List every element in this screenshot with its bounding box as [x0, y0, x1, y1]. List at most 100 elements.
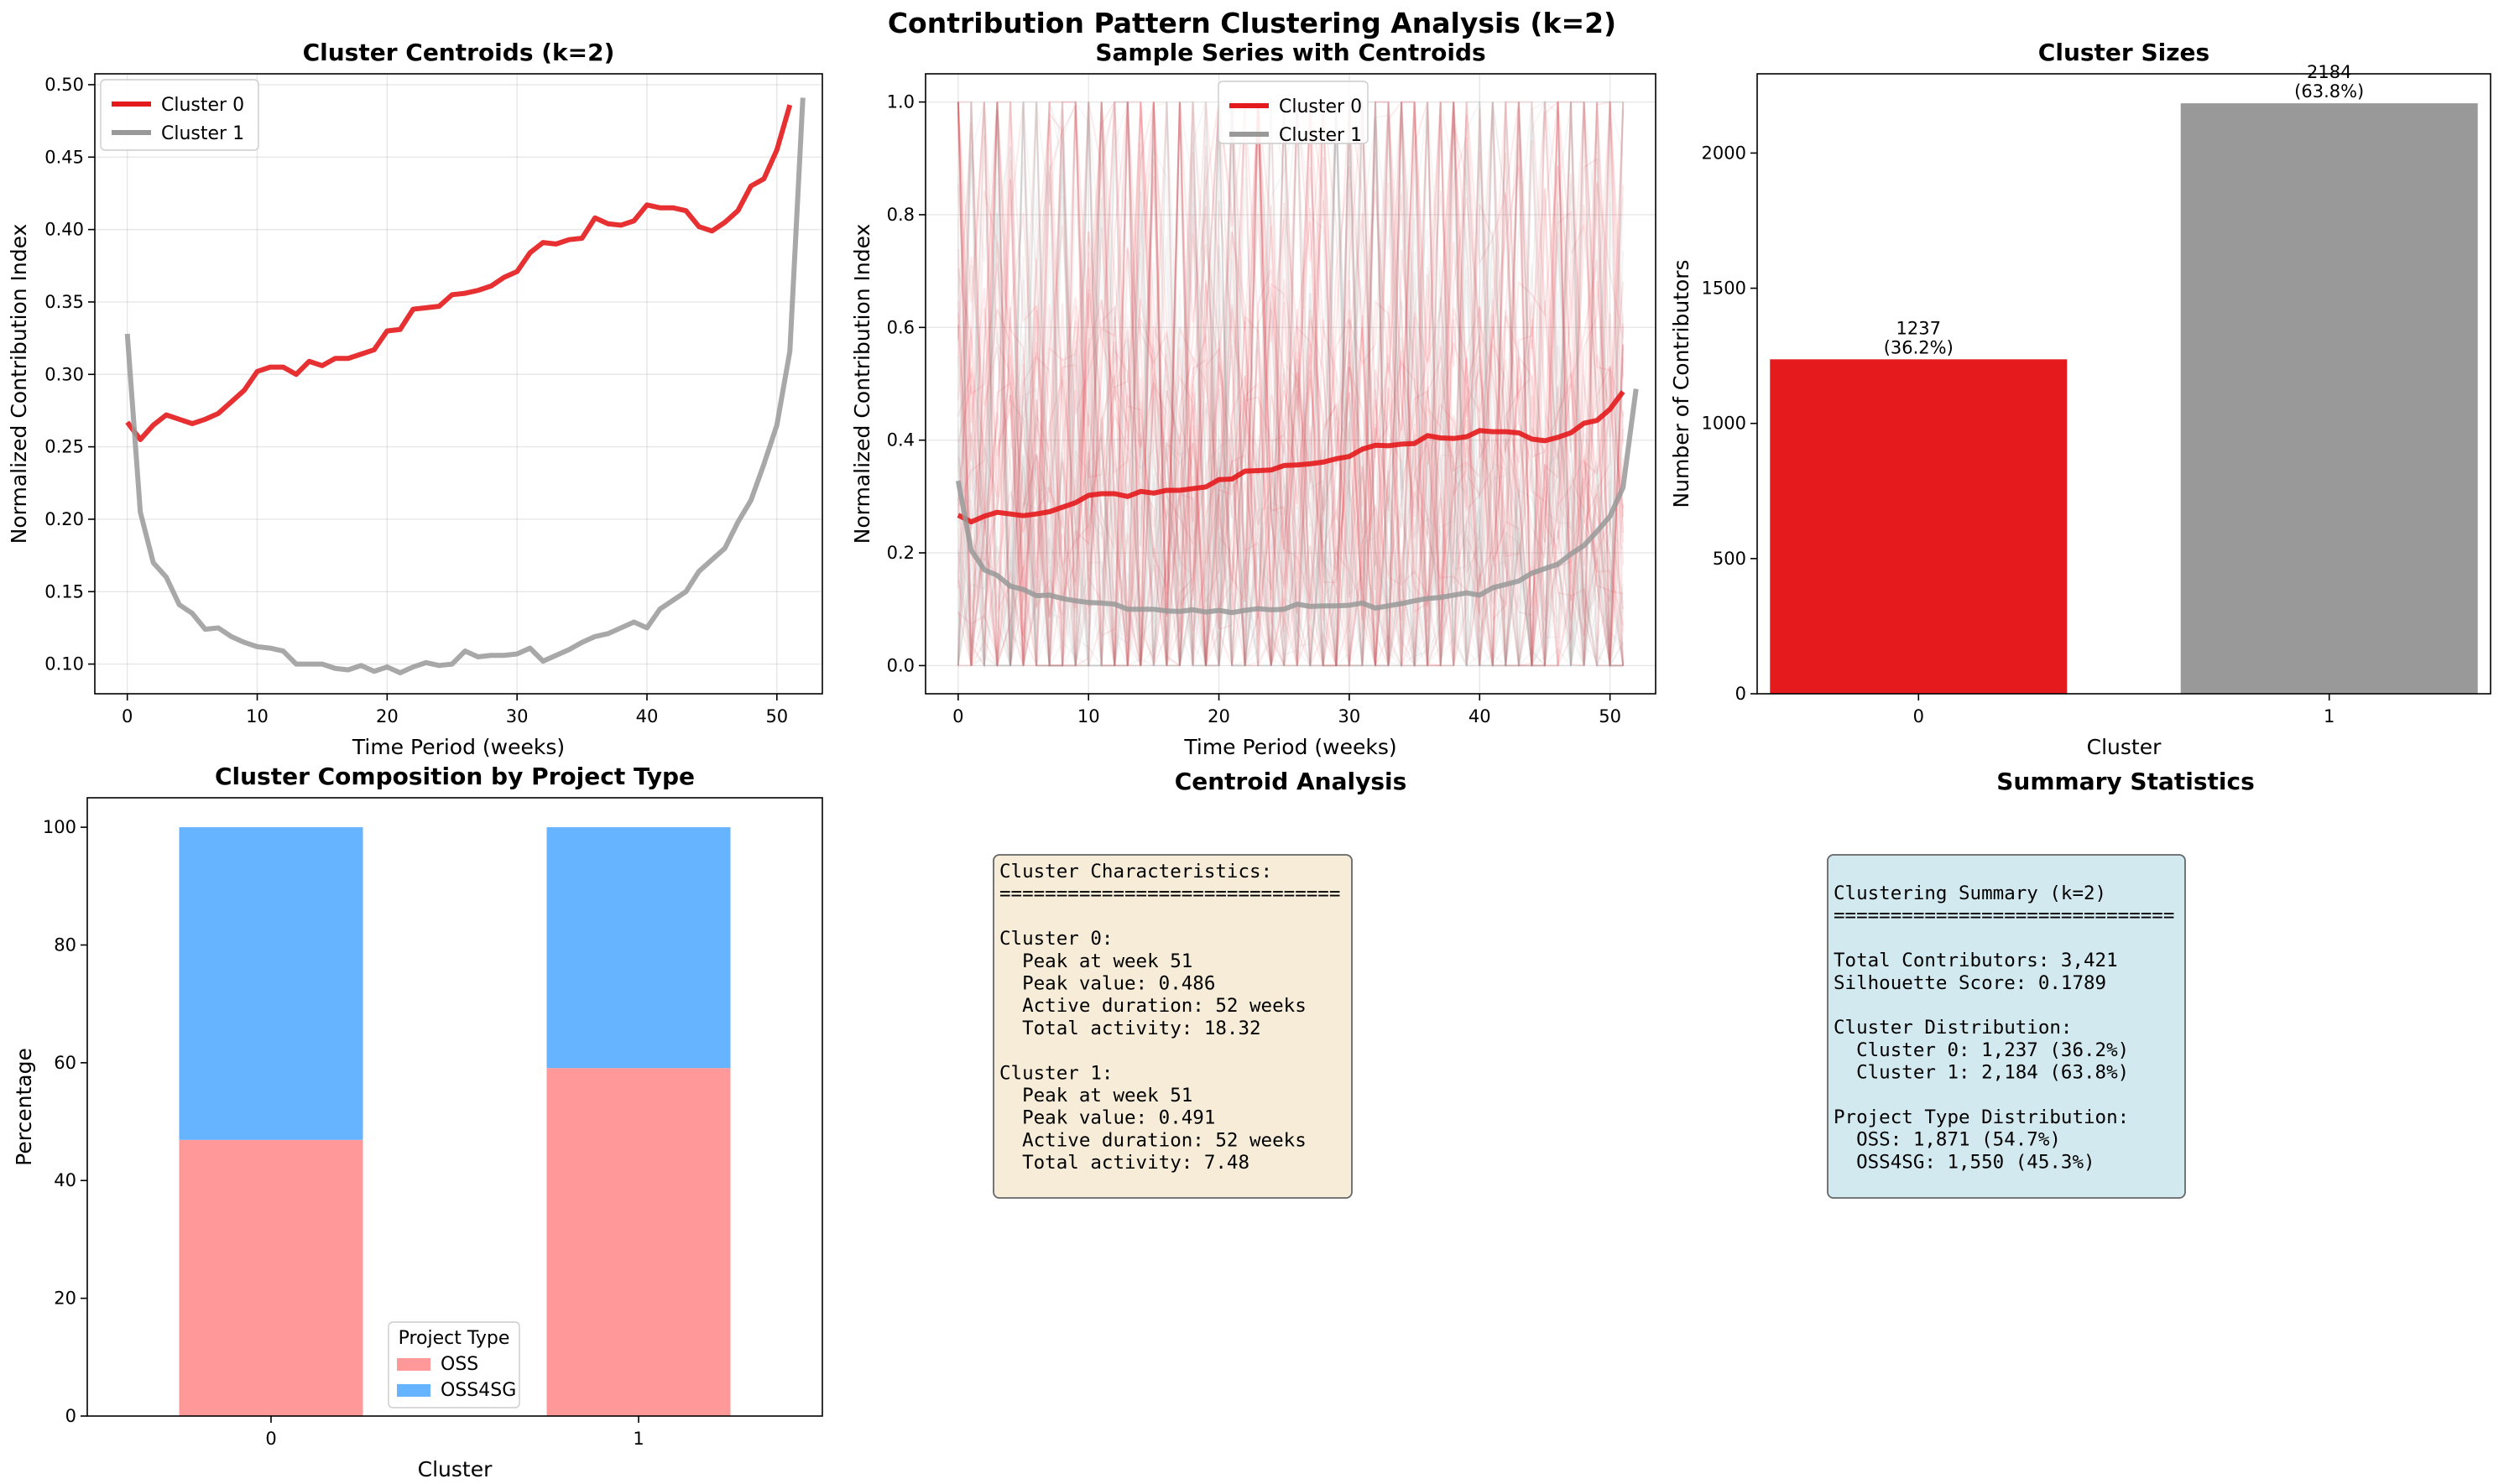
legend-title: Project Type — [399, 1328, 510, 1349]
sample-series-line — [957, 101, 1624, 667]
legend-swatch-oss4sg — [397, 1384, 430, 1397]
legend-box — [1218, 81, 1369, 144]
text-line: Cluster 1: 2,184 (63.8%) — [1834, 1062, 2129, 1084]
text-line: OSS4SG: 1,550 (45.3%) — [1834, 1151, 2095, 1173]
sample-series-line — [957, 101, 1625, 667]
panel-title: Summary Statistics — [1996, 768, 2255, 795]
plot-frame — [1756, 73, 2491, 695]
text-line: Active duration: 52 weeks — [999, 995, 1307, 1017]
y-tick-label: 0 — [1735, 684, 1746, 704]
sample-series-line — [957, 101, 1625, 667]
x-axis-label: Time Period (weeks) — [352, 735, 565, 759]
sample-series-line — [957, 102, 1625, 669]
x-tick-label: 0 — [952, 706, 963, 726]
sample-series-line — [957, 99, 1624, 669]
sample-series-line — [957, 102, 1624, 669]
y-tick-label: 500 — [1713, 549, 1746, 569]
series-line-cluster-0 — [125, 104, 793, 442]
panel-title: Cluster Composition by Project Type — [215, 763, 695, 790]
y-tick-label: 0.0 — [887, 655, 915, 675]
text-line: Cluster 1: — [999, 1062, 1113, 1084]
y-tick-label: 0.20 — [44, 509, 84, 529]
text-line: Total activity: 18.32 — [999, 1018, 1261, 1039]
legend-swatch-oss — [397, 1358, 430, 1371]
text-line: Silhouette Score: 0.1789 — [1834, 972, 2106, 994]
sample-series-line — [957, 102, 1625, 668]
sample-series-line — [957, 101, 1625, 667]
sample-series-line — [957, 102, 1625, 669]
sample-series-line — [957, 102, 1625, 667]
sample-series-line — [957, 101, 1624, 669]
y-tick-label: 0.40 — [44, 220, 84, 240]
sample-series-line — [957, 102, 1625, 667]
sample-series-line — [957, 99, 1625, 669]
x-tick-label: 0 — [1913, 706, 1924, 726]
x-tick-label: 0 — [122, 706, 133, 726]
sample-series-line — [957, 102, 1625, 667]
bar-cluster-1 — [2180, 103, 2478, 694]
sample-series-line — [957, 101, 1625, 666]
y-tick-label: 40 — [54, 1170, 76, 1190]
legend-label-cluster-1: Cluster 1 — [161, 123, 244, 144]
text-box — [1827, 854, 2186, 1199]
y-tick-label: 0.10 — [44, 654, 84, 674]
y-tick-label: 20 — [54, 1289, 76, 1309]
y-tick-label: 100 — [43, 817, 76, 837]
sample-series-line — [957, 101, 1625, 669]
sample-series-line — [957, 101, 1625, 667]
stack-segment-oss4sg-cluster-0 — [179, 827, 363, 1140]
y-tick-label: 2000 — [1702, 143, 1746, 163]
x-tick-label: 20 — [1208, 706, 1230, 726]
text-line: Cluster Characteristics: — [999, 861, 1272, 883]
sample-series-line — [957, 102, 1625, 668]
summary-statistics-panel: Summary Statistics Clustering Summary (k=… — [1827, 768, 2255, 1199]
bar-percent-label: (63.8%) — [2294, 81, 2364, 102]
sample-series-line — [957, 102, 1624, 667]
x-tick-label: 30 — [1338, 706, 1361, 726]
sample-series-line — [957, 101, 1625, 666]
x-tick-label: 40 — [1468, 706, 1491, 726]
sample-series-line — [957, 101, 1625, 667]
y-tick-label: 1000 — [1702, 414, 1746, 434]
sample-series-line — [957, 102, 1625, 669]
sample-series-line — [957, 100, 1625, 667]
sample-series-line — [957, 101, 1625, 667]
sample-series-line — [957, 102, 1624, 667]
sample-series-line — [957, 101, 1625, 667]
sample-series-line — [957, 101, 1625, 666]
sample-series-line — [957, 101, 1625, 666]
text-line: Cluster 0: 1,237 (36.2%) — [1834, 1039, 2129, 1061]
sample-series-line — [957, 101, 1625, 669]
text-line: Peak at week 51 — [999, 1085, 1192, 1106]
legend-label-oss: OSS — [441, 1354, 478, 1375]
text-line: Peak value: 0.486 — [999, 973, 1215, 995]
y-tick-label: 1500 — [1702, 279, 1746, 299]
sample-series-line — [957, 101, 1624, 669]
sample-series-line — [957, 102, 1625, 669]
sample-series-line — [957, 102, 1625, 667]
y-tick-label: 1.0 — [887, 92, 915, 112]
sample-series-line — [957, 101, 1625, 667]
sample-series-line — [957, 102, 1625, 667]
y-tick-label: 0 — [65, 1406, 76, 1426]
text-line: Cluster Distribution: — [1834, 1017, 2072, 1039]
sample-series-line — [957, 102, 1625, 667]
sample-series-line — [957, 99, 1625, 669]
y-axis-label: Number of Contributors — [1669, 259, 1693, 508]
legend-label-cluster-0: Cluster 0 — [161, 95, 244, 116]
sample-series-line — [957, 102, 1625, 667]
x-tick-label: 10 — [246, 706, 269, 726]
y-tick-label: 0.6 — [887, 317, 915, 337]
text-line: Total Contributors: 3,421 — [1834, 950, 2118, 971]
sample-series-line — [957, 101, 1625, 669]
x-axis-label: Time Period (weeks) — [1183, 735, 1396, 759]
panel-title: Sample Series with Centroids — [1095, 39, 1485, 66]
sample-series-line — [957, 102, 1625, 667]
sample-series-line — [957, 102, 1625, 668]
cluster-size-bar-chart: 1237(36.2%) 0 2184(63.8%) 1 0 500 1000 1500 2000… — [1669, 39, 2491, 759]
y-tick-label: 0.35 — [44, 292, 84, 312]
y-axis-label: Normalized Contribution Index — [850, 224, 874, 544]
sample-series-line — [957, 102, 1624, 667]
